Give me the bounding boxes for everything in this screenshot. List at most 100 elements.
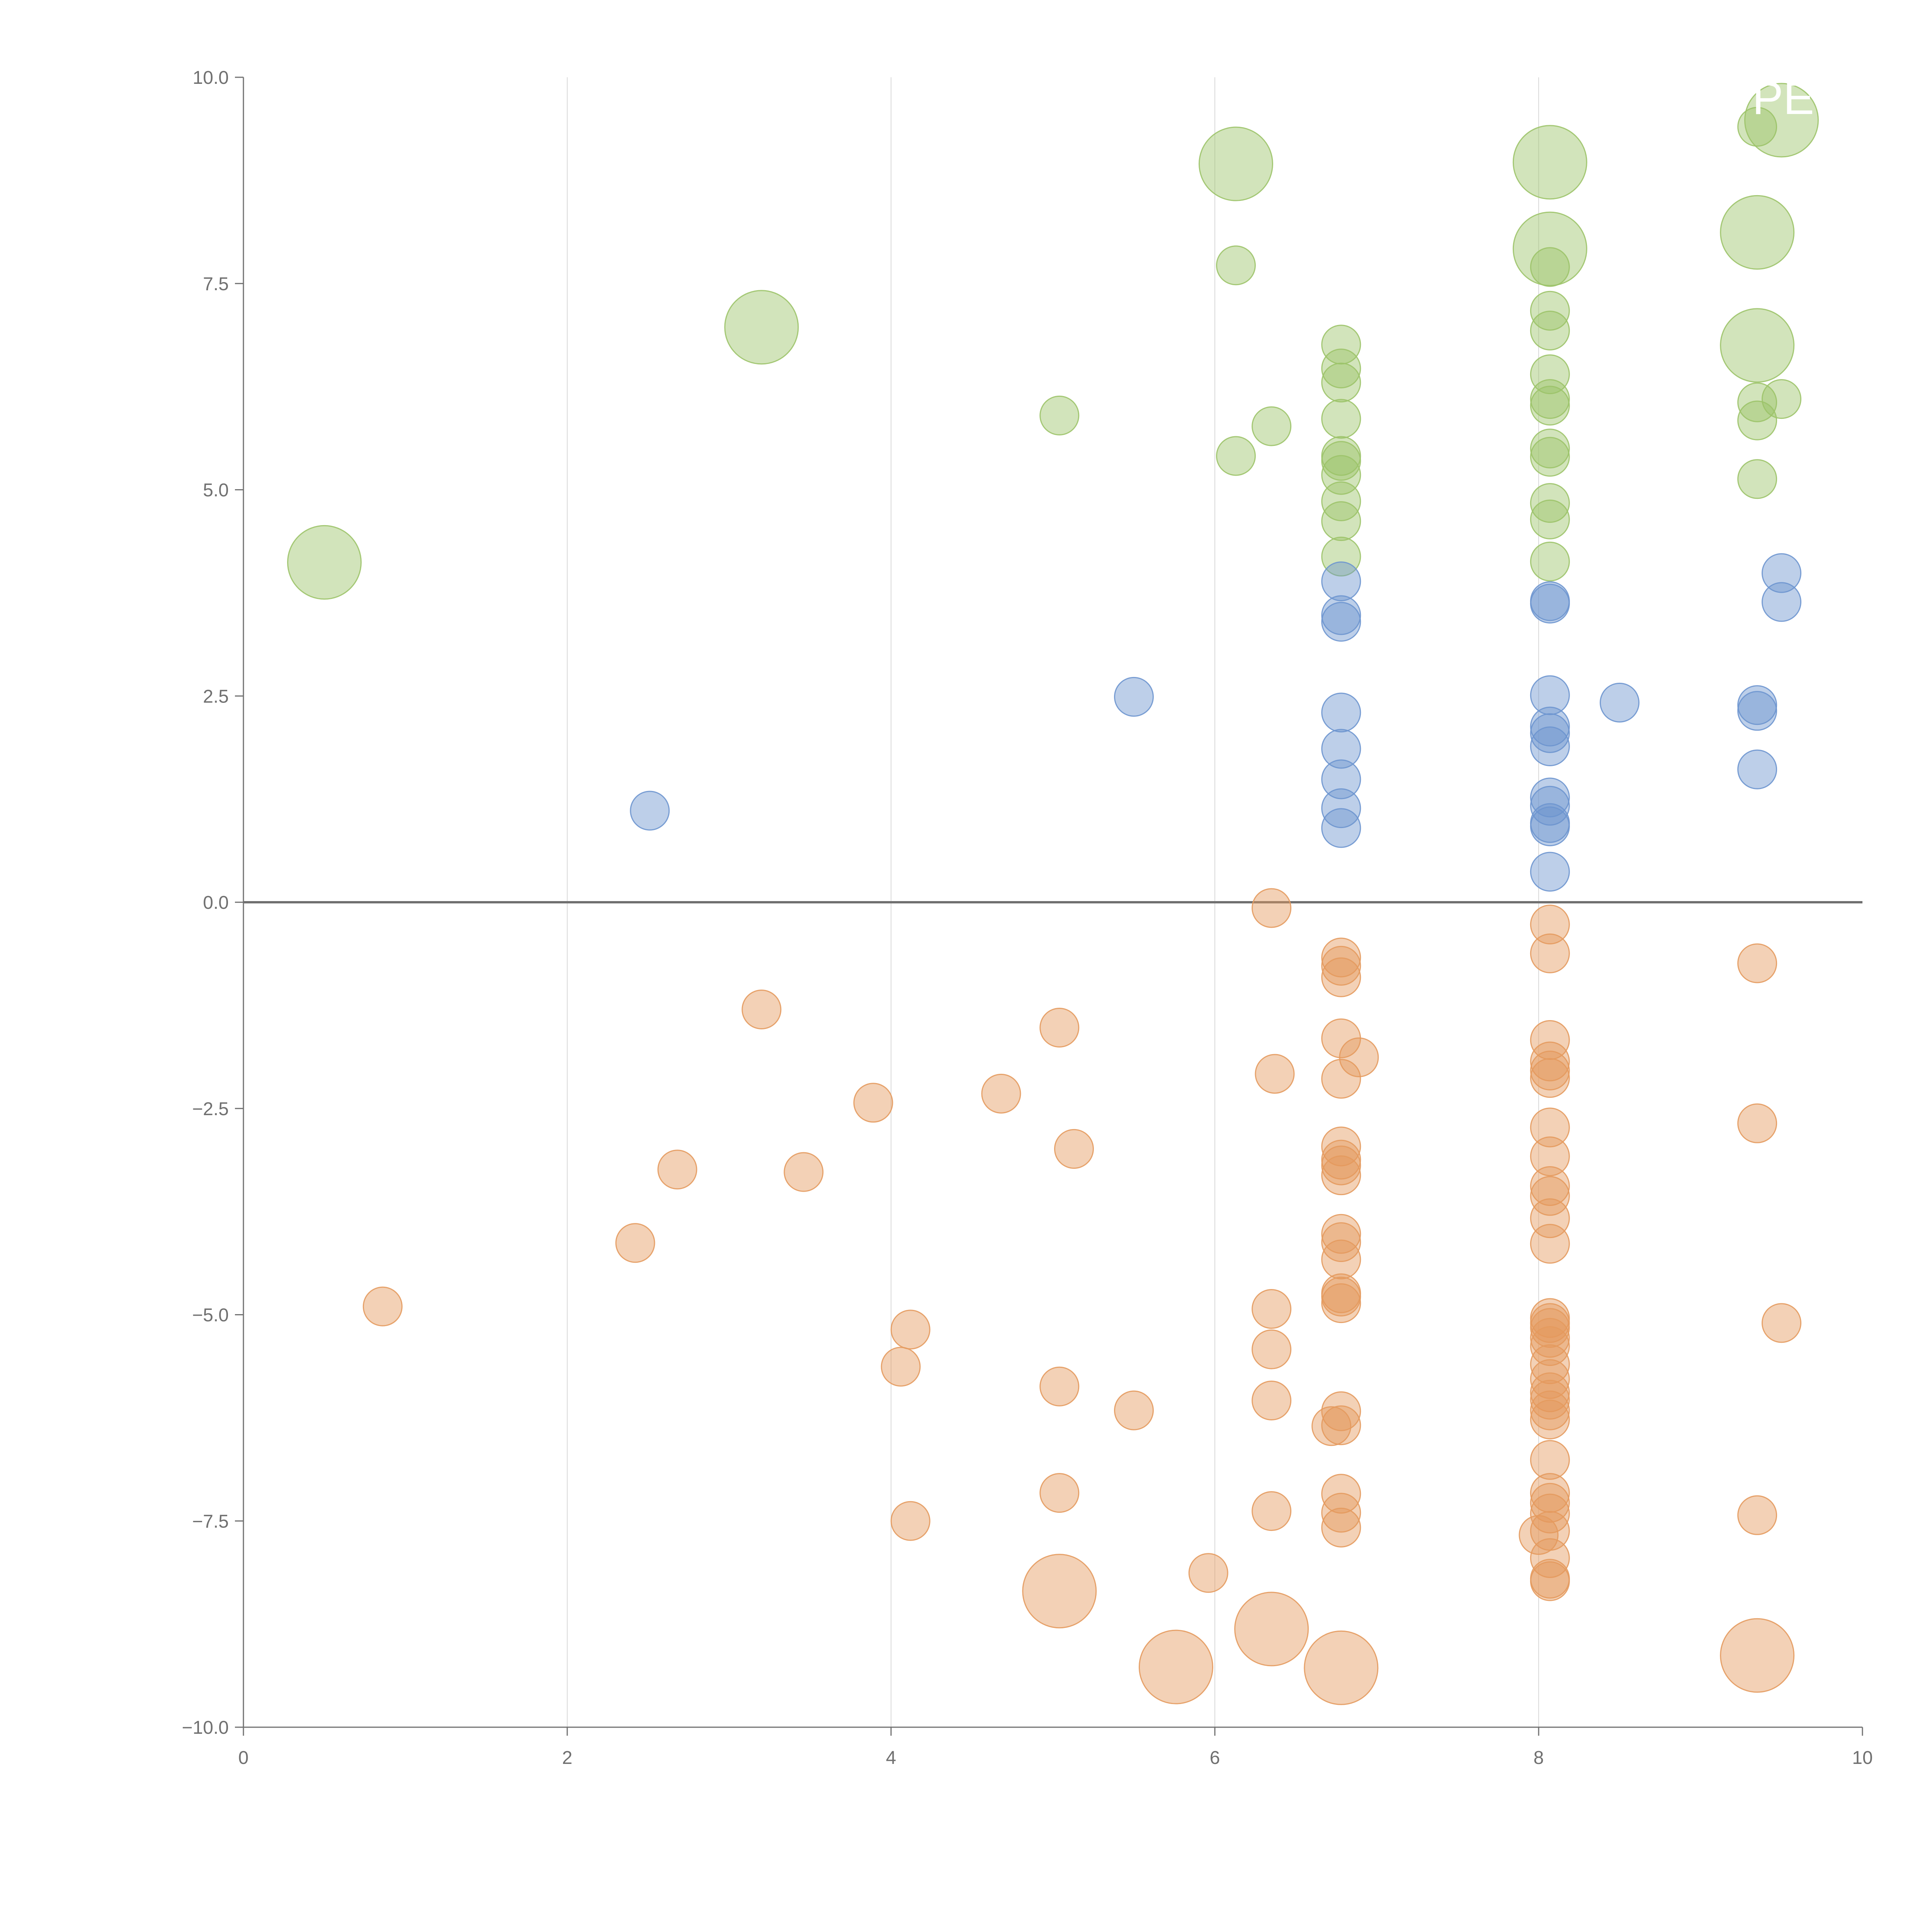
bubble-green	[1530, 499, 1570, 539]
bubble-green	[1321, 325, 1361, 365]
bubble-orange	[1530, 1303, 1570, 1343]
bubble-orange	[1255, 1054, 1295, 1094]
bubble-orange	[1138, 1629, 1213, 1704]
bubble-orange	[1321, 1155, 1361, 1196]
bubble-orange	[1737, 1103, 1777, 1143]
bubble-green	[1252, 406, 1292, 446]
bubble-blue	[1762, 553, 1801, 593]
bubble-orange	[1321, 1493, 1361, 1533]
bubble-orange	[1519, 1515, 1559, 1555]
bubble-green	[1321, 536, 1361, 577]
bubble-green	[1512, 211, 1587, 286]
bubble-blue	[1600, 682, 1639, 723]
bubble-orange	[1530, 1493, 1570, 1534]
bubble-orange	[1530, 1326, 1570, 1366]
series-blue	[630, 553, 1801, 892]
bubble-orange	[1737, 943, 1777, 983]
bubble-orange	[1234, 1592, 1309, 1667]
y-tick-label: 10.0	[193, 68, 229, 88]
bubble-orange	[1321, 1059, 1361, 1099]
y-tick-label: 2.5	[203, 686, 229, 707]
bubble-orange	[981, 1073, 1021, 1114]
bubble-orange	[1321, 1222, 1361, 1262]
bubble-blue	[1737, 749, 1777, 789]
bubble-orange	[1188, 1553, 1228, 1593]
bubble-green	[1321, 362, 1361, 403]
series-orange	[362, 888, 1801, 1705]
bubble-orange	[1530, 1440, 1570, 1480]
bubble-green	[1198, 126, 1273, 201]
bubble-orange	[1252, 1289, 1292, 1329]
bubbles	[287, 83, 1819, 1705]
bubble-green	[1530, 386, 1570, 426]
bubble-orange	[1304, 1630, 1379, 1705]
bubble-orange	[1530, 1561, 1570, 1601]
bubble-orange	[1321, 946, 1361, 986]
bubble-orange	[1530, 1224, 1570, 1264]
bubble-blue	[1530, 713, 1570, 753]
x-tick-label: 0	[238, 1748, 249, 1768]
bubble-orange	[853, 1083, 893, 1123]
x-ticks: 0 2 4 6 8 10	[238, 1727, 1873, 1768]
bubble-green	[1530, 437, 1570, 477]
bubble-blue	[1530, 675, 1570, 715]
bubble-orange	[1321, 1405, 1361, 1446]
bubble-orange	[1321, 1139, 1361, 1180]
bubble-blue	[1530, 583, 1570, 624]
bubble-orange	[1530, 1136, 1570, 1177]
bubble-green	[1321, 399, 1361, 439]
bubble-orange	[1321, 957, 1361, 997]
bubble-orange	[881, 1347, 921, 1387]
bubble-green	[1216, 245, 1256, 286]
bubble-blue	[1737, 691, 1777, 731]
bubble-orange	[1311, 1406, 1352, 1446]
bubble-green	[1530, 247, 1570, 287]
bubble-orange	[1530, 1107, 1570, 1148]
bubble-blue	[1737, 685, 1777, 725]
bubble-green	[1744, 83, 1819, 158]
corner-label: PE	[1752, 72, 1814, 124]
bubble-green	[1530, 483, 1570, 523]
bubble-blue	[630, 791, 670, 831]
bubble-orange	[362, 1286, 403, 1327]
y-tick-label: 7.5	[203, 274, 229, 294]
y-tick-label: −10.0	[182, 1718, 229, 1738]
bubble-orange	[1530, 1198, 1570, 1238]
bubble-orange	[1530, 1400, 1570, 1440]
x-tick-label: 4	[886, 1748, 896, 1768]
bubble-orange	[615, 1223, 655, 1263]
bubble-green	[1530, 310, 1570, 350]
y-tick-label: −5.0	[192, 1305, 229, 1326]
bubble-orange	[1530, 905, 1570, 945]
bubble-orange	[1252, 1491, 1292, 1531]
bubble-green	[724, 290, 799, 365]
bubble-blue	[1530, 806, 1570, 847]
y-ticks: −10.0 −7.5 −5.0 −2.5 0.0 2.5 5.0 7.5 10.0	[182, 68, 243, 1738]
bubble-orange	[1720, 1618, 1795, 1693]
bubble-blue	[1114, 677, 1154, 717]
bubble-orange	[1321, 1283, 1361, 1323]
bubble-orange	[1530, 1308, 1570, 1348]
bubble-orange	[1530, 1041, 1570, 1082]
bubble-blue	[1530, 726, 1570, 766]
bubble-orange	[1054, 1129, 1094, 1169]
bubble-orange	[1252, 888, 1292, 928]
bubble-green	[1321, 441, 1361, 481]
bubble-blue	[1321, 692, 1361, 733]
bubble-orange	[1321, 1214, 1361, 1254]
bubble-orange	[1530, 1058, 1570, 1098]
bubble-green	[287, 525, 362, 600]
bubble-orange	[1530, 1166, 1570, 1206]
bubble-orange	[1530, 1390, 1570, 1430]
bubble-blue	[1762, 582, 1801, 622]
bubble-orange	[1530, 1344, 1570, 1384]
bubble-orange	[1321, 1145, 1361, 1185]
bubble-orange	[1762, 1303, 1801, 1343]
bubble-green	[1720, 308, 1795, 383]
bubble-orange	[1530, 933, 1570, 973]
bubble-blue	[1530, 777, 1570, 818]
y-tick-label: −7.5	[192, 1511, 229, 1532]
bubble-green	[1737, 107, 1777, 147]
y-tick-label: 0.0	[203, 893, 229, 913]
